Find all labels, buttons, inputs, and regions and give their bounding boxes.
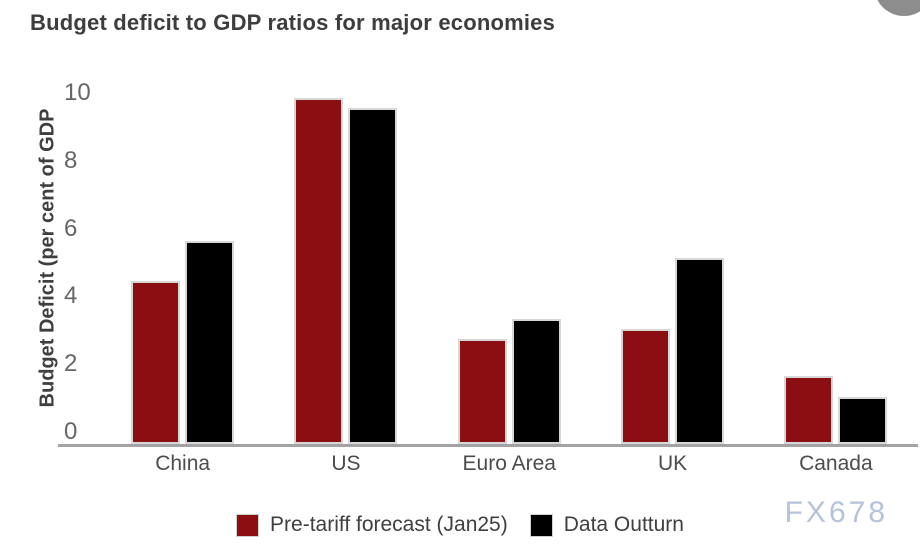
bar-us-outturn (348, 108, 398, 444)
y-tick-label-2: 2 (64, 350, 78, 378)
x-category-label-us: US (331, 452, 361, 475)
x-category-label-china: China (155, 452, 211, 475)
chart-legend: Pre-tariff forecast (Jan25) Data Outturn (0, 513, 920, 537)
x-axis-line (58, 444, 918, 447)
legend-item-pre-tariff-forecast: Pre-tariff forecast (Jan25) (236, 513, 508, 537)
y-tick-label-10: 10 (64, 79, 91, 106)
watermark: FX678 (784, 496, 888, 529)
y-tick-label-8: 8 (64, 146, 78, 174)
legend-swatch-icon (529, 513, 553, 537)
bar-canada-outturn (838, 396, 888, 444)
x-category-label-canada: Canada (799, 452, 873, 475)
legend-label: Data Outturn (563, 513, 684, 536)
bar-uk-pre-tariff (621, 328, 671, 444)
y-axis-title: Budget Deficit (per cent of GDP (36, 108, 59, 408)
bar-euro-area-outturn (511, 318, 561, 444)
bar-us-pre-tariff (294, 98, 344, 444)
bar-china-pre-tariff (131, 281, 181, 444)
bar-euro-area-pre-tariff (457, 338, 507, 444)
x-category-label-euro-area: Euro Area (462, 452, 556, 475)
y-tick-label-4: 4 (64, 282, 78, 310)
legend-label: Pre-tariff forecast (Jan25) (270, 513, 508, 536)
x-category-label-uk: UK (657, 452, 688, 475)
bar-uk-outturn (675, 257, 725, 444)
y-tick-label-6: 6 (64, 214, 78, 242)
bar-china-outturn (185, 240, 235, 444)
y-tick-label-0: 0 (64, 418, 78, 445)
legend-swatch-icon (236, 513, 260, 537)
bar-canada-pre-tariff (784, 376, 834, 444)
legend-item-data-outturn: Data Outturn (529, 513, 684, 537)
corner-circle-decoration (874, 0, 920, 16)
chart-title: Budget deficit to GDP ratios for major e… (30, 10, 556, 35)
